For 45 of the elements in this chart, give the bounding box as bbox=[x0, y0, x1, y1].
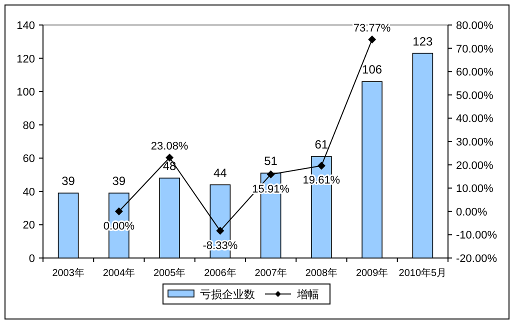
data-label: 61 bbox=[314, 137, 328, 152]
point bbox=[166, 154, 174, 162]
y2-tick-label: 50.00% bbox=[456, 90, 494, 102]
data-label: 48 bbox=[162, 159, 177, 174]
point bbox=[317, 162, 326, 170]
x-tick-label: 2008年 bbox=[305, 267, 338, 279]
y-tick-label: 60 bbox=[22, 153, 35, 166]
legend-label: 增幅 bbox=[296, 289, 319, 301]
data-label: 106 bbox=[362, 62, 382, 77]
data-label: 44 bbox=[214, 166, 228, 180]
data-label: 39 bbox=[62, 174, 76, 188]
y-tick-label: 100 bbox=[16, 86, 35, 99]
y2-tick-label: 30.00% bbox=[456, 136, 494, 148]
x-tick-label: 2006年 bbox=[204, 267, 236, 279]
legend-label: 亏损企业数 bbox=[200, 288, 255, 301]
y2-tick-label: -20.00% bbox=[456, 253, 498, 265]
data-label: 23.08% bbox=[150, 140, 188, 153]
point bbox=[114, 207, 123, 216]
y2-tick-label: 80.00% bbox=[456, 20, 494, 32]
y-tick-label: 120 bbox=[16, 53, 35, 66]
y2-tick-label: 60.00% bbox=[456, 66, 494, 79]
data-label: 51 bbox=[264, 154, 278, 168]
data-label: 123 bbox=[412, 34, 434, 48]
y2-tick-label: 20.00% bbox=[456, 160, 494, 172]
point bbox=[368, 36, 376, 44]
x-tick-label: 2009年 bbox=[356, 267, 388, 279]
x-tick-label: 2003年 bbox=[52, 267, 84, 279]
y-tick-label: 0 bbox=[28, 253, 35, 265]
y2-tick-label: 10.00% bbox=[456, 183, 494, 196]
x-tick-label: 2007年 bbox=[254, 267, 287, 279]
x-tick-label: 2005年 bbox=[153, 267, 186, 279]
y2-tick-label: 40.00% bbox=[456, 113, 494, 126]
data-label: 39 bbox=[112, 174, 126, 188]
y2-tick-label: 0.00% bbox=[456, 206, 488, 218]
data-label: 73.77% bbox=[353, 22, 391, 35]
y-tick-label: 20 bbox=[22, 220, 35, 232]
x-tick-label: 2004年 bbox=[102, 267, 136, 279]
y-tick-label: 80 bbox=[22, 120, 35, 132]
y-tick-label: 140 bbox=[16, 20, 35, 32]
x-tick-label: 2010年5月 bbox=[398, 267, 447, 279]
y2-tick-label: -10.00% bbox=[456, 230, 498, 242]
y-tick-label: 40 bbox=[22, 186, 35, 198]
point bbox=[216, 226, 224, 235]
point bbox=[266, 170, 275, 178]
y2-tick-label: 70.00% bbox=[456, 43, 494, 56]
